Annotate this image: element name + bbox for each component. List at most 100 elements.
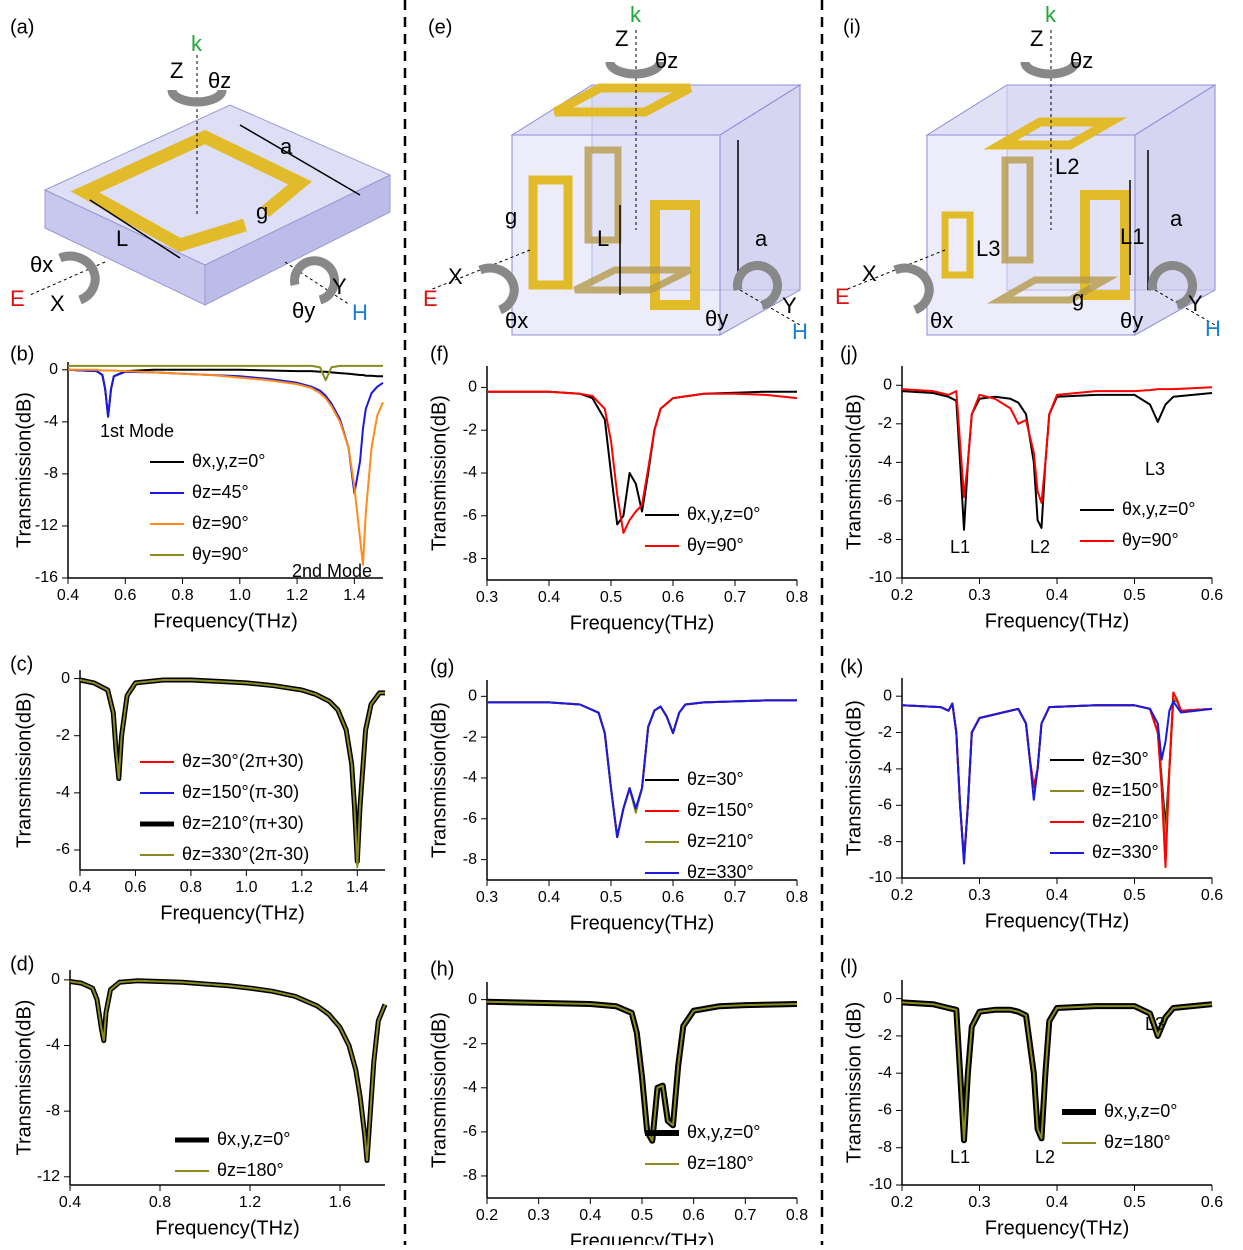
legend-label: θz=180° — [687, 1153, 754, 1173]
y-tick-label: -10 — [869, 869, 892, 886]
y-tick-label: -6 — [878, 796, 892, 813]
legend-label: θz=90° — [192, 513, 249, 533]
x-tick-label: 0.2 — [891, 1194, 913, 1211]
diagram-label: X — [50, 291, 65, 316]
x-tick-label: 0.8 — [171, 587, 193, 604]
x-tick-label: 0.3 — [476, 889, 498, 906]
y-axis-label: Transmission(dB) — [843, 394, 865, 550]
panel-label: (d) — [10, 953, 34, 975]
legend-label: θx,y,z=0° — [1104, 1101, 1177, 1121]
x-tick-label: 0.7 — [724, 889, 746, 906]
y-tick-label: -8 — [463, 1167, 477, 1184]
x-tick-label: 0.4 — [1046, 1194, 1068, 1211]
x-tick-label: 1.0 — [229, 587, 251, 604]
x-tick-label: 1.0 — [235, 879, 257, 896]
x-tick-label: 0.4 — [1046, 887, 1068, 904]
y-tick-label: -6 — [56, 841, 70, 858]
diagram-label: H — [1205, 316, 1221, 341]
y-axis-label: Transmission(dB) — [13, 1000, 35, 1156]
legend-label: θz=210° — [1092, 811, 1159, 831]
diagram-label: θx — [30, 252, 53, 277]
diagram-label: L2 — [1055, 154, 1079, 179]
y-axis-label: Transmission(dB) — [13, 392, 35, 548]
y-tick-label: -2 — [878, 415, 892, 432]
legend-label: θy=90° — [192, 544, 249, 564]
y-tick-label: -4 — [878, 454, 892, 471]
x-tick-label: 0.4 — [538, 589, 560, 606]
x-tick-label: 0.3 — [968, 887, 990, 904]
x-axis-label: Frequency(THz) — [153, 610, 297, 632]
y-tick-label: -6 — [463, 810, 477, 827]
x-tick-label: 1.2 — [239, 1194, 261, 1211]
x-tick-label: 1.6 — [329, 1194, 351, 1211]
y-tick-label: 0 — [49, 361, 58, 378]
x-tick-label: 0.7 — [734, 1207, 756, 1224]
y-tick-label: -4 — [463, 769, 477, 786]
diagram-label: g — [505, 204, 517, 229]
y-tick-label: 0 — [883, 687, 892, 704]
annotation: L1 — [950, 1147, 970, 1167]
x-axis-label: Frequency(THz) — [570, 1230, 714, 1245]
y-axis-label: Transmission(dB) — [843, 700, 865, 856]
diagram-label: θx — [505, 308, 528, 333]
diagram-label: E — [423, 286, 438, 311]
x-tick-label: 0.3 — [968, 1194, 990, 1211]
x-tick-label: 0.4 — [57, 587, 79, 604]
diagram-label: θy — [1120, 308, 1143, 333]
diagram-label: k — [191, 31, 203, 56]
y-axis-label: Transmission(dB) — [13, 692, 35, 848]
x-tick-label: 0.6 — [662, 589, 684, 606]
diagram-label: Z — [170, 58, 183, 83]
diagram-label: g — [256, 199, 268, 224]
y-tick-label: -8 — [46, 1102, 60, 1119]
diagram-label: E — [835, 284, 850, 309]
y-tick-label: -8 — [878, 1139, 892, 1156]
legend-label: θx,y,z=0° — [1122, 499, 1195, 519]
y-tick-label: -10 — [869, 1176, 892, 1193]
y-tick-label: -6 — [463, 507, 477, 524]
legend-label: θz=210° — [687, 831, 754, 851]
x-axis-label: Frequency(THz) — [985, 1217, 1129, 1239]
legend-label: θz=30° — [1092, 749, 1149, 769]
diagram-label: k — [1045, 2, 1057, 27]
x-tick-label: 0.8 — [786, 1207, 808, 1224]
diagram-label: θy — [705, 306, 728, 331]
x-axis-label: Frequency(THz) — [160, 902, 304, 924]
annotation: L3 — [1145, 459, 1165, 479]
diagram-label: L — [597, 226, 609, 251]
y-tick-label: -2 — [463, 421, 477, 438]
x-tick-label: 0.2 — [476, 1207, 498, 1224]
x-tick-label: 0.8 — [786, 589, 808, 606]
legend-label: θz=330° — [687, 862, 754, 882]
figure: (a) k Z θz a g L θx X E Y θy H (e) k Z θ… — [0, 0, 1243, 1245]
y-tick-label: -4 — [46, 1037, 60, 1054]
diagram-label: H — [792, 319, 808, 344]
y-tick-label: -2 — [463, 728, 477, 745]
diagram-label: L1 — [1120, 224, 1144, 249]
x-tick-label: 0.5 — [1123, 1194, 1145, 1211]
x-tick-label: 0.7 — [724, 589, 746, 606]
legend-label: θz=150°(π-30) — [182, 782, 299, 802]
y-tick-label: -12 — [35, 517, 58, 534]
diagram-label: Y — [332, 274, 347, 299]
y-tick-label: -4 — [463, 464, 477, 481]
y-tick-label: -2 — [878, 724, 892, 741]
legend-label: θz=180° — [1104, 1132, 1171, 1152]
y-tick-label: 0 — [468, 688, 477, 705]
y-tick-label: -6 — [878, 492, 892, 509]
y-tick-label: -2 — [56, 727, 70, 744]
legend-label: θy=90° — [1122, 530, 1179, 550]
y-tick-label: -4 — [44, 413, 58, 430]
x-axis-label: Frequency(THz) — [155, 1217, 299, 1239]
x-tick-label: 0.2 — [891, 587, 913, 604]
diagram-label: E — [10, 286, 25, 311]
annotation: L2 — [1035, 1147, 1055, 1167]
legend-label: θx,y,z=0° — [687, 1122, 760, 1142]
x-tick-label: 1.4 — [346, 879, 368, 896]
x-tick-label: 0.6 — [683, 1207, 705, 1224]
y-tick-label: -4 — [56, 784, 70, 801]
legend-label: θz=30° — [687, 769, 744, 789]
diagram-label: θy — [292, 298, 315, 323]
diagram-label: θx — [930, 308, 953, 333]
legend-label: θz=330° — [1092, 842, 1159, 862]
